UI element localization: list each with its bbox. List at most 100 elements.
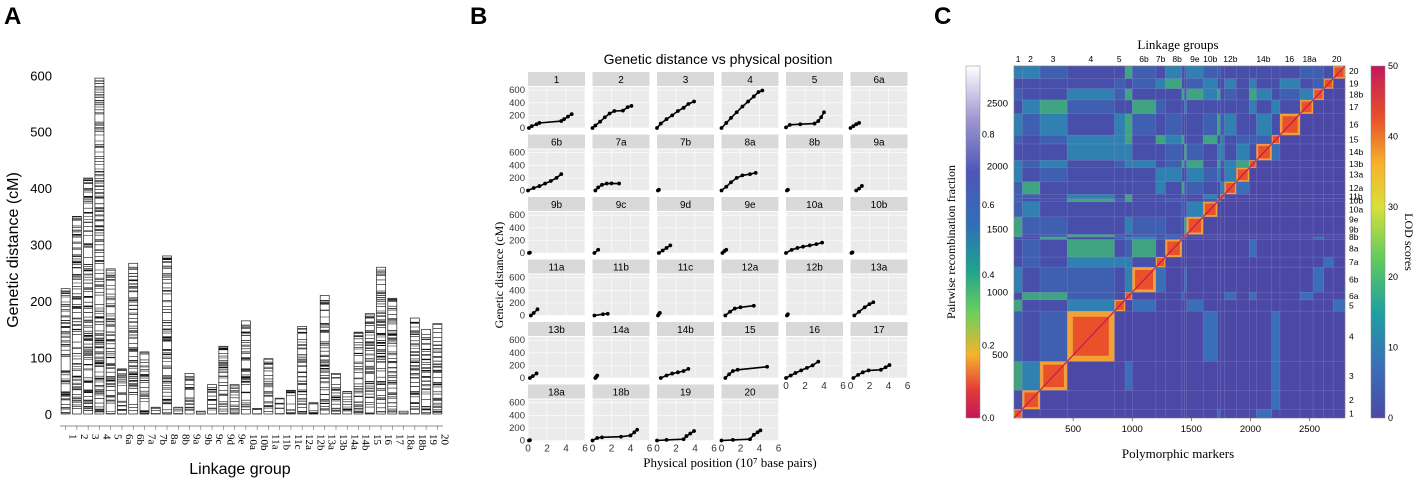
- facet-point: [629, 104, 634, 108]
- facet-strip: [592, 72, 650, 86]
- facet-point: [760, 88, 765, 93]
- heatmap-right-group-label: 12a: [1349, 183, 1363, 193]
- lod-block: [1249, 236, 1257, 240]
- facet-point: [816, 359, 821, 364]
- rf-block: [1313, 78, 1324, 89]
- rf-block: [1203, 160, 1218, 168]
- panel-letter-a: A: [4, 3, 21, 30]
- bar-18a: [398, 410, 409, 415]
- facet-panel: [721, 212, 779, 253]
- facet-strip: [721, 259, 779, 274]
- rf-block: [1220, 160, 1225, 168]
- facet-point: [526, 188, 530, 193]
- rf-block: [1184, 201, 1187, 217]
- bar-14b: [353, 331, 364, 415]
- facet-point: [867, 302, 872, 307]
- lod-block: [1181, 257, 1185, 268]
- facet-point: [786, 187, 790, 192]
- lod-block: [1040, 409, 1068, 418]
- bar-group-14a: [342, 391, 353, 415]
- lod-colorbar-tick: 20: [1388, 272, 1398, 282]
- rf-block: [1114, 167, 1126, 182]
- facet-ytick-label: 0: [520, 373, 525, 384]
- rf-block: [1132, 239, 1156, 258]
- lod-block: [1279, 181, 1301, 195]
- facet-point: [765, 364, 769, 369]
- heatmap-top-group-label: 7b: [1156, 54, 1166, 64]
- lod-block: [1333, 198, 1345, 202]
- rf-block: [1256, 113, 1272, 136]
- lod-block: [1184, 236, 1187, 240]
- rf-block: [1014, 267, 1023, 293]
- rf-block: [1300, 78, 1314, 89]
- facet-strip-label: 20: [744, 388, 756, 399]
- rf-block: [1022, 361, 1041, 391]
- panel-a-xtick-label: 17: [393, 434, 405, 446]
- rf-block: [1203, 66, 1218, 79]
- bar-marker-lines-3: [83, 178, 93, 411]
- facet-2: 2: [590, 72, 650, 130]
- panel-a-xtick-label: 5: [112, 434, 124, 440]
- bar-group-9b: [195, 410, 206, 415]
- lod-block: [1155, 299, 1166, 312]
- lod-block: [1155, 409, 1166, 418]
- bar-group-13b: [331, 373, 341, 415]
- rf-block: [1067, 234, 1115, 237]
- facet-panel: [786, 149, 843, 191]
- lod-block: [1181, 239, 1185, 258]
- rf-colorbar-tick: 0.0: [982, 413, 995, 423]
- lod-block: [1323, 113, 1334, 136]
- bar-10a: [241, 320, 251, 415]
- lod-block: [1236, 201, 1250, 217]
- bar-group-10a: [241, 320, 251, 415]
- rf-block: [1125, 234, 1133, 237]
- bar-17: [387, 297, 398, 415]
- facet-point: [595, 373, 600, 378]
- lod-block: [1279, 409, 1301, 418]
- rf-block: [1203, 194, 1218, 199]
- facet-point: [664, 246, 669, 250]
- lod-block: [1279, 143, 1301, 161]
- facet-20: 20 0 2 4 6: [719, 384, 782, 455]
- facet-point: [543, 181, 547, 186]
- lod-block: [1323, 390, 1334, 410]
- facet-point: [851, 376, 856, 380]
- bar-group-18b: [409, 317, 420, 415]
- rf-block: [1040, 99, 1068, 114]
- facet-point: [684, 434, 689, 438]
- panel-a-bar-chart: Genetic distance (cM) Linkage group 0 100…: [5, 68, 450, 478]
- facet-point: [686, 102, 691, 106]
- lod-block: [1313, 160, 1324, 168]
- rf-block: [1184, 88, 1187, 100]
- rf-block: [1203, 167, 1218, 182]
- facet-strip-label: 11c: [678, 263, 693, 274]
- panel-a-xtick-label: 19: [427, 434, 439, 446]
- rf-block: [1040, 234, 1068, 237]
- facet-12b: 12b: [785, 259, 844, 318]
- facet-xtick-label: 6: [582, 444, 588, 455]
- facet-point: [784, 125, 788, 130]
- facet-strip: [850, 322, 908, 336]
- rf-block: [1217, 88, 1221, 100]
- rf-block: [1040, 267, 1068, 293]
- rf-block: [1165, 135, 1182, 144]
- panel-a-xtick-label: 14a: [348, 434, 360, 450]
- lod-block: [1125, 409, 1133, 418]
- rf-block: [1181, 99, 1185, 114]
- lod-block: [1323, 99, 1334, 114]
- panel-a-xtick-label: 9b: [202, 434, 214, 446]
- rf-block: [1114, 99, 1126, 114]
- rf-block: [1155, 113, 1166, 136]
- lod-block: [1224, 361, 1237, 391]
- rf-block: [1132, 167, 1156, 182]
- rf-block: [1040, 257, 1068, 268]
- rf-block: [1125, 239, 1133, 258]
- facet-panel: [592, 399, 650, 441]
- facet-point: [562, 117, 566, 122]
- rf-block: [1165, 216, 1182, 235]
- bar-marker-lines-14a: [342, 391, 352, 412]
- facet-strip-label: 2: [618, 75, 624, 86]
- facet-point: [598, 119, 602, 124]
- lod-block: [1236, 409, 1250, 418]
